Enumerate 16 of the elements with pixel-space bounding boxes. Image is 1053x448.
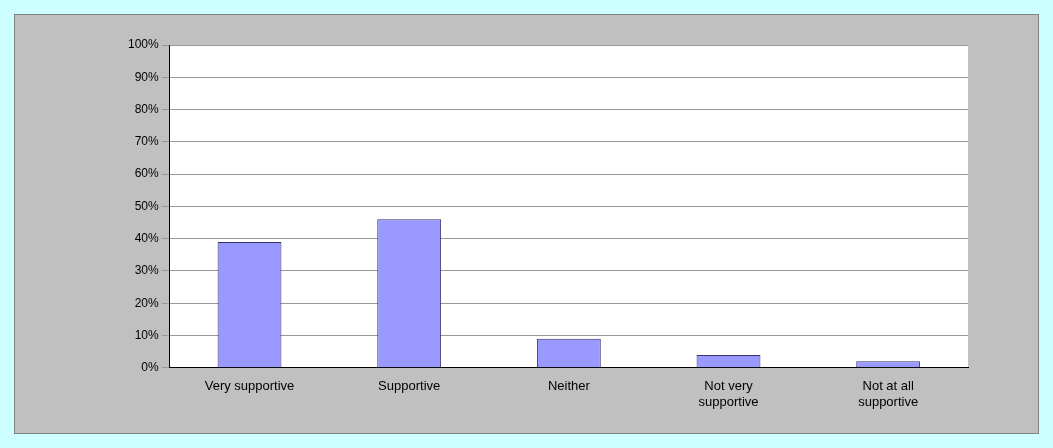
y-tick-label: 40%: [134, 230, 160, 245]
x-tick-label: Supportive: [378, 378, 441, 394]
y-tick-label: 100%: [127, 37, 160, 52]
x-tick-label: Not at all supportive: [858, 378, 919, 409]
x-tick-label: Neither: [547, 378, 591, 394]
x-tick-label: Not very supportive: [698, 378, 759, 409]
y-tick-label: 90%: [134, 69, 160, 84]
y-tick-label: 30%: [134, 263, 160, 278]
y-tick-label: 10%: [134, 327, 160, 342]
y-tick-label: 80%: [134, 101, 160, 116]
y-tick-label: 50%: [134, 198, 160, 213]
x-tick-label: Very supportive: [204, 378, 295, 394]
y-tick-label: 70%: [134, 134, 160, 149]
y-tick-label: 60%: [134, 166, 160, 181]
y-tick-label: 20%: [134, 295, 160, 310]
y-tick-label: 0%: [141, 360, 160, 375]
